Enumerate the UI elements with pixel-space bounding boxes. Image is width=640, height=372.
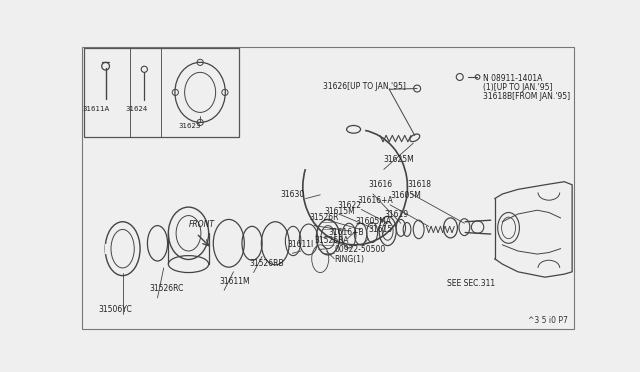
Text: 31611A: 31611A: [83, 106, 110, 112]
Text: 31526RC: 31526RC: [149, 284, 183, 294]
Text: 31611M: 31611M: [220, 277, 250, 286]
Text: FRONT: FRONT: [189, 221, 214, 230]
Text: 31618B[FROM JAN.'95]: 31618B[FROM JAN.'95]: [483, 92, 570, 102]
Text: ^3 5 i0 P7: ^3 5 i0 P7: [529, 316, 568, 325]
Bar: [84, 48, 239, 137]
Text: 31526RB: 31526RB: [249, 259, 284, 268]
Text: 31630: 31630: [280, 190, 305, 199]
Text: 31526R: 31526R: [309, 213, 339, 222]
Text: 31605M: 31605M: [390, 191, 421, 200]
Text: 31506YC: 31506YC: [99, 305, 132, 314]
Text: 31619: 31619: [385, 210, 409, 219]
Text: 31624: 31624: [125, 106, 148, 112]
Text: 31616+A: 31616+A: [358, 196, 393, 205]
Text: 31623: 31623: [178, 123, 200, 129]
Text: 31615M: 31615M: [325, 206, 356, 216]
Text: 31526RA: 31526RA: [314, 236, 349, 245]
Text: 31615: 31615: [368, 225, 392, 234]
Text: 31622: 31622: [337, 201, 362, 210]
Text: 31611I: 31611I: [288, 240, 314, 249]
Text: 00922-50500: 00922-50500: [334, 245, 385, 254]
Text: 31616+B: 31616+B: [328, 228, 364, 237]
Text: 31605MA: 31605MA: [356, 217, 392, 226]
Text: (1)[UP TO JAN.'95]: (1)[UP TO JAN.'95]: [483, 83, 552, 92]
Text: N 08911-1401A: N 08911-1401A: [483, 74, 542, 83]
Text: RING(1): RING(1): [334, 255, 364, 264]
Text: 31626[UP TO JAN.'95]: 31626[UP TO JAN.'95]: [323, 81, 406, 91]
Text: 31616: 31616: [368, 180, 392, 189]
Text: SEE SEC.311: SEE SEC.311: [447, 279, 495, 288]
Text: 31618: 31618: [407, 180, 431, 189]
Text: 31625M: 31625M: [384, 155, 415, 164]
